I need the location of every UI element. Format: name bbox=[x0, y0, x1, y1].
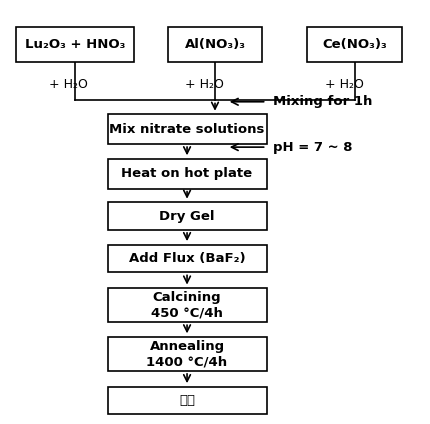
Text: Dry Gel: Dry Gel bbox=[159, 210, 215, 223]
Text: Ce(NO₃)₃: Ce(NO₃)₃ bbox=[322, 38, 387, 51]
Bar bbox=[108, 245, 267, 272]
Text: + H₂O: + H₂O bbox=[325, 78, 363, 91]
Bar bbox=[108, 387, 267, 415]
Text: Lu₂O₃ + HNO₃: Lu₂O₃ + HNO₃ bbox=[25, 38, 126, 51]
Bar bbox=[307, 27, 402, 62]
Bar bbox=[108, 203, 267, 230]
Text: Add Flux (BaF₂): Add Flux (BaF₂) bbox=[129, 252, 246, 265]
Text: + H₂O: + H₂O bbox=[49, 78, 87, 91]
Text: 합성: 합성 bbox=[179, 394, 195, 407]
Text: pH = 7 ~ 8: pH = 7 ~ 8 bbox=[273, 141, 353, 153]
Bar bbox=[168, 27, 262, 62]
Text: Heat on hot plate: Heat on hot plate bbox=[122, 167, 252, 180]
Text: Al(NO₃)₃: Al(NO₃)₃ bbox=[184, 38, 246, 51]
Bar bbox=[108, 114, 267, 144]
Text: Calcining
450 °C/4h: Calcining 450 °C/4h bbox=[151, 291, 223, 319]
Text: Mixing for 1h: Mixing for 1h bbox=[273, 95, 372, 108]
Text: Annealing
1400 °C/4h: Annealing 1400 °C/4h bbox=[147, 340, 227, 368]
Bar bbox=[108, 288, 267, 322]
Bar bbox=[108, 159, 267, 189]
Bar bbox=[108, 337, 267, 371]
Text: Mix nitrate solutions: Mix nitrate solutions bbox=[109, 123, 265, 136]
Bar bbox=[16, 27, 134, 62]
Text: + H₂O: + H₂O bbox=[185, 78, 224, 91]
